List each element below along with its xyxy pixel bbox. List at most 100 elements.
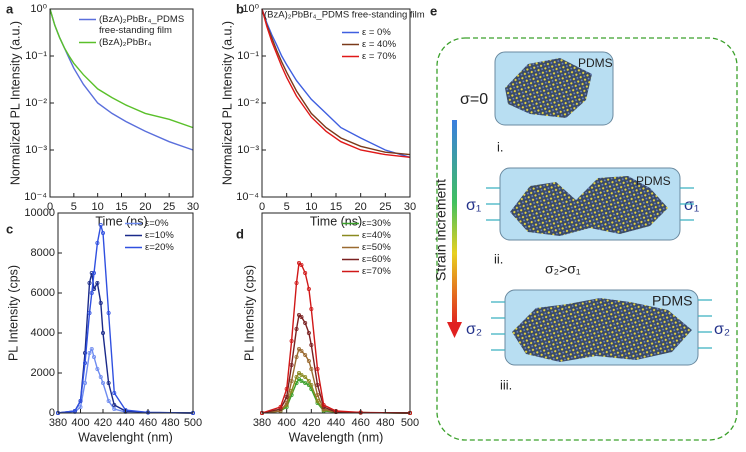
data-point bbox=[309, 306, 314, 311]
data-point bbox=[309, 366, 314, 371]
data-point bbox=[289, 338, 294, 343]
x-tick-label: 480 bbox=[161, 417, 179, 429]
legend-entry: ε=40% bbox=[362, 230, 391, 241]
data-line bbox=[57, 224, 194, 414]
relation-label: σ₂>σ₁ bbox=[545, 261, 581, 277]
matrix-label: PDMS bbox=[652, 293, 692, 309]
strain-label: Strain increment bbox=[433, 179, 449, 281]
matrix-label: PDMS bbox=[578, 56, 613, 70]
data-point bbox=[296, 260, 301, 265]
data-point bbox=[112, 390, 117, 395]
data-point bbox=[106, 380, 111, 385]
data-line bbox=[261, 347, 411, 414]
data-point bbox=[309, 382, 314, 387]
data-point bbox=[315, 382, 320, 387]
data-point bbox=[315, 366, 320, 371]
data-point bbox=[303, 352, 308, 357]
data-point bbox=[303, 270, 308, 275]
index-label: ii. bbox=[494, 251, 503, 266]
y-tick-label: 10⁻³ bbox=[25, 144, 47, 156]
x-tick-label: 460 bbox=[139, 417, 157, 429]
x-tick-label: 500 bbox=[184, 417, 202, 429]
legend-label: ε = 70% bbox=[362, 51, 397, 62]
data-line bbox=[261, 8, 411, 156]
data-point bbox=[294, 374, 299, 379]
data-point bbox=[296, 370, 301, 375]
legend-entry: ε=30% bbox=[362, 218, 391, 229]
x-tick-label: 400 bbox=[71, 417, 89, 429]
y-axis-label: PL Intensity (cps) bbox=[242, 265, 256, 361]
y-tick-label: 4000 bbox=[31, 327, 55, 339]
x-tick-label: 5 bbox=[284, 201, 290, 213]
data-point bbox=[306, 330, 311, 335]
y-tick-label: 10⁻¹ bbox=[237, 50, 259, 62]
data-point bbox=[78, 404, 83, 409]
data-point bbox=[294, 354, 299, 359]
data-point bbox=[89, 290, 94, 295]
legend-entry: ε=70% bbox=[362, 266, 391, 277]
legend-label: ε=50% bbox=[362, 242, 391, 253]
data-line bbox=[49, 8, 194, 129]
y-tick-label: 10⁻³ bbox=[237, 144, 259, 156]
stress-label: σ=0 bbox=[460, 91, 488, 108]
y-tick-label: 2000 bbox=[31, 367, 55, 379]
legend-entry: ε=60% bbox=[362, 254, 391, 265]
legend-label: ε=70% bbox=[362, 266, 391, 277]
crystals bbox=[505, 58, 592, 118]
legend-entry: ε=20% bbox=[145, 242, 174, 253]
legend-label: ε=30% bbox=[362, 218, 391, 229]
y-tick-label: 6000 bbox=[31, 287, 55, 299]
legend-label: ε=40% bbox=[362, 230, 391, 241]
legend-entry: ε = 40% bbox=[362, 39, 396, 50]
panel-label: a bbox=[6, 1, 14, 16]
legend-entry: ε = 0% bbox=[362, 27, 391, 38]
data-point bbox=[278, 404, 283, 409]
data-line bbox=[57, 272, 194, 414]
data-point bbox=[106, 310, 111, 315]
data-point bbox=[83, 360, 88, 365]
data-point bbox=[321, 402, 326, 407]
stress-arrows bbox=[486, 187, 712, 351]
matrix-label: PDMS bbox=[636, 174, 671, 188]
stress-label: σ₁ bbox=[684, 197, 699, 214]
frame bbox=[436, 37, 738, 441]
legend-entry: (BzA)₂PbBr₄_PDMS free-standing film bbox=[99, 14, 184, 36]
stress-label: σ₂ bbox=[714, 321, 730, 338]
data-point bbox=[101, 330, 106, 335]
x-axis-label: Time (ns) bbox=[95, 214, 147, 228]
data-point bbox=[289, 378, 294, 383]
x-tick-label: 10 bbox=[305, 201, 317, 213]
legend-label: ε=20% bbox=[145, 242, 174, 253]
crystals bbox=[510, 176, 668, 236]
data-point bbox=[98, 374, 103, 379]
x-axis-label: Wavelength (nm) bbox=[289, 430, 384, 444]
stress-label: σ₂ bbox=[466, 321, 482, 338]
x-tick-label: 500 bbox=[401, 417, 419, 429]
data-point bbox=[112, 406, 117, 411]
x-tick-label: 380 bbox=[253, 417, 271, 429]
x-tick-label: 20 bbox=[139, 201, 151, 213]
x-tick-label: 400 bbox=[277, 417, 295, 429]
annotation: (BzA)₂PbBr₄_PDMS free-standing film bbox=[264, 10, 425, 21]
x-tick-label: 420 bbox=[94, 417, 112, 429]
data-point bbox=[289, 362, 294, 367]
legend-entry: ε = 70% bbox=[362, 51, 397, 62]
x-tick-label: 20 bbox=[355, 201, 367, 213]
y-axis-label: PL Intensity (cps) bbox=[6, 265, 20, 361]
y-axis-label: Normalized PL Intensity (a.u.) bbox=[220, 21, 234, 185]
data-point bbox=[87, 310, 92, 315]
data-point bbox=[306, 382, 311, 387]
legend-entry: ε=10% bbox=[145, 230, 174, 241]
data-point bbox=[303, 374, 308, 379]
legend-label: ε = 0% bbox=[362, 27, 391, 38]
stress-label: σ₁ bbox=[466, 197, 481, 214]
legend-label: ε=10% bbox=[145, 230, 174, 241]
x-tick-label: 10 bbox=[92, 201, 104, 213]
data-point bbox=[284, 394, 289, 399]
data-point bbox=[299, 378, 304, 383]
x-tick-label: 30 bbox=[404, 201, 416, 213]
data-point bbox=[284, 386, 289, 391]
x-tick-label: 25 bbox=[163, 201, 175, 213]
data-point bbox=[303, 320, 308, 325]
data-point bbox=[296, 346, 301, 351]
